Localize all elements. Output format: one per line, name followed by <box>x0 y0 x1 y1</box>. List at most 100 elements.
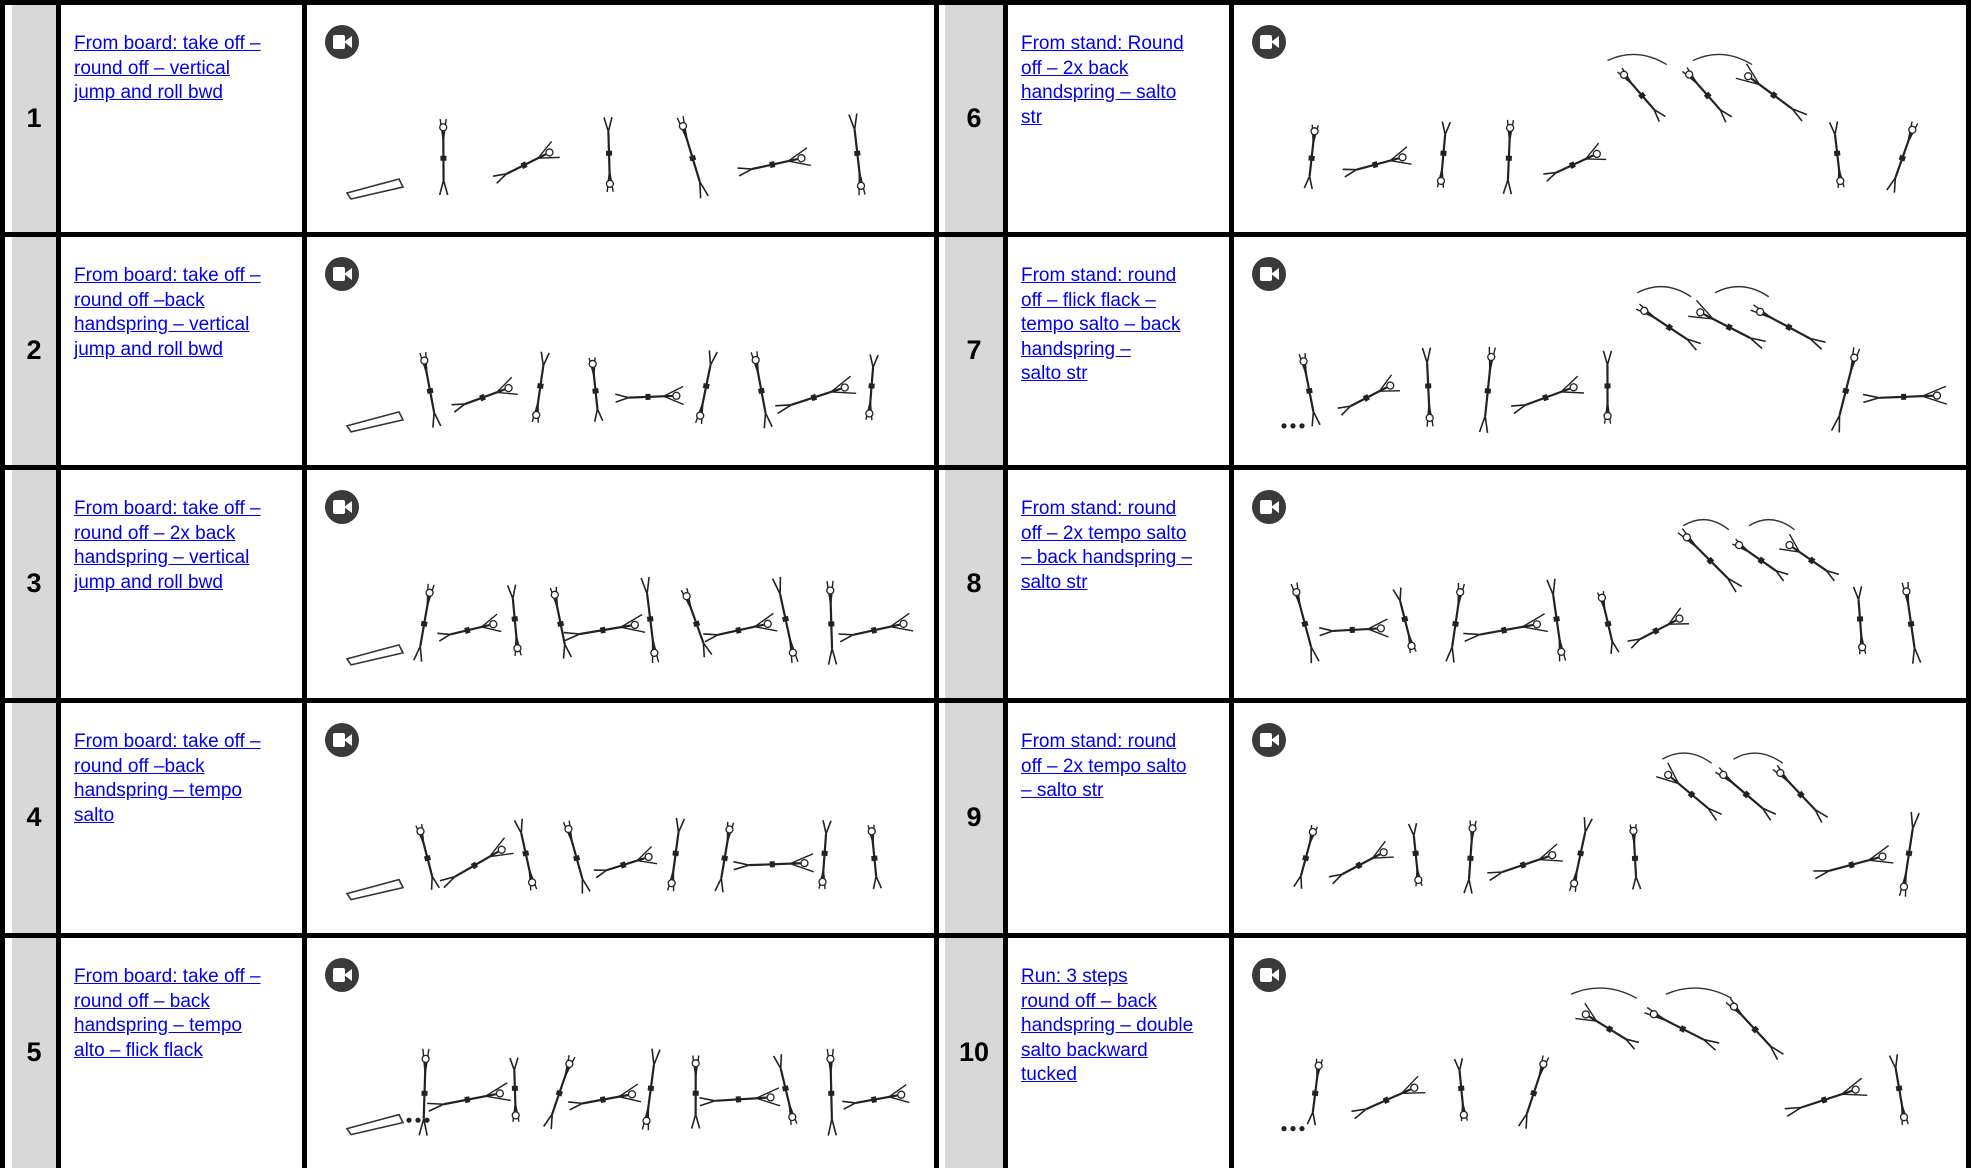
gymnast-figure <box>1828 121 1845 188</box>
video-camera-icon[interactable] <box>1252 257 1286 291</box>
skill-number: 1 <box>26 102 42 133</box>
skill-description-link[interactable]: From stand: round off – flick flack – te… <box>1021 265 1181 385</box>
springboard-drawing <box>345 643 405 666</box>
gymnast-figure <box>1862 385 1947 405</box>
table-vertical-rule <box>56 0 61 1168</box>
rotation-arrow <box>1748 519 1795 531</box>
rotation-arrow <box>1637 286 1692 298</box>
gymnast-figure <box>1421 347 1434 427</box>
gymnast-figure <box>415 824 440 890</box>
gymnast-figure <box>690 1055 701 1129</box>
gymnast-figure <box>848 113 866 196</box>
gymnast-figure <box>838 612 914 643</box>
gymnast-figure <box>549 586 573 659</box>
gymnast-figure <box>1575 1002 1640 1050</box>
gymnast-figure <box>1677 528 1743 593</box>
gymnast-figure <box>1629 824 1642 890</box>
gymnast-figure <box>775 375 857 415</box>
gymnast-figure <box>1644 1006 1720 1051</box>
video-camera-icon[interactable] <box>1252 958 1286 992</box>
gymnast-figure <box>1627 607 1690 649</box>
gymnast-figure <box>413 583 435 662</box>
video-camera-icon[interactable] <box>1252 490 1286 524</box>
gymnast-figure <box>699 1087 781 1107</box>
gymnast-figure <box>1445 583 1466 663</box>
gymnast-figure <box>1337 374 1400 416</box>
rotation-arrow <box>1714 286 1770 298</box>
video-camera-icon[interactable] <box>325 25 359 59</box>
gymnast-figure <box>1750 304 1826 350</box>
gymnast-figure <box>563 613 646 642</box>
gymnast-figure <box>509 1057 520 1122</box>
table-vertical-rule <box>1229 0 1234 1168</box>
video-camera-icon[interactable] <box>1252 25 1286 59</box>
table-horizontal-rule <box>0 232 1971 237</box>
gymnast-figure <box>593 846 658 879</box>
gymnast-figure <box>1886 121 1919 193</box>
gymnast-figure <box>1682 67 1733 123</box>
skill-number: 3 <box>26 568 42 598</box>
gymnast-figure <box>562 820 591 894</box>
skill-description-link[interactable]: From board: take off – round off –back h… <box>74 731 261 826</box>
gymnast-figure <box>1303 124 1319 190</box>
gymnast-figure <box>772 1054 798 1126</box>
gymnast-figure <box>1342 146 1412 178</box>
gymnast-figure <box>1688 299 1766 350</box>
skill-description-link[interactable]: Run: 3 steps round off – back handspring… <box>1021 966 1194 1086</box>
gymnast-figure <box>737 147 811 177</box>
gymnast-figure <box>750 351 773 429</box>
skill-description-link[interactable]: From board: take off – round off – 2x ba… <box>74 498 261 593</box>
row-number-cell <box>945 937 1003 1168</box>
skill-description-link[interactable]: From stand: round off – 2x tempo salto –… <box>1021 731 1187 802</box>
gymnast-figure <box>714 821 735 893</box>
skill-description-link[interactable]: From board: take off – round off – back … <box>74 966 261 1061</box>
gymnastics-sequence-illustration <box>345 1048 910 1136</box>
gymnast-figure <box>1772 764 1829 824</box>
table-horizontal-rule <box>0 933 1971 938</box>
skill-description-link[interactable]: From stand: Round off – 2x back handspri… <box>1021 33 1184 128</box>
skill-description-link[interactable]: From board: take off – round off – verti… <box>74 33 261 104</box>
gymnast-figure <box>427 1082 511 1112</box>
gymnastics-sequence-illustration <box>1281 286 1947 433</box>
video-camera-icon[interactable] <box>325 958 359 992</box>
rotation-arrow <box>1570 987 1638 999</box>
rotation-arrow <box>1607 53 1667 66</box>
skill-number: 2 <box>26 335 42 365</box>
gymnast-figure <box>1290 582 1320 664</box>
springboard-drawing <box>345 410 405 433</box>
gymnast-figure <box>680 587 713 658</box>
video-camera-icon[interactable] <box>325 723 359 757</box>
gymnast-figure <box>1901 581 1922 664</box>
continuation-dot <box>1281 1126 1287 1132</box>
skill-description-link[interactable]: From board: take off – round off –back h… <box>74 265 261 360</box>
table-vertical-rule <box>1966 0 1971 1168</box>
skill-description-link[interactable]: From stand: round off – 2x tempo salto –… <box>1021 498 1193 593</box>
table-vertical-rule <box>934 0 939 1168</box>
video-camera-icon[interactable] <box>1252 723 1286 757</box>
gymnast-figure <box>1487 843 1563 882</box>
springboard-drawing <box>345 178 405 200</box>
row-number-cell <box>945 4 1003 232</box>
video-camera-icon[interactable] <box>325 257 359 291</box>
gymnast-figure <box>733 853 814 873</box>
continuation-dot <box>1290 423 1296 429</box>
continuation-dot <box>1281 423 1287 429</box>
gymnast-figure <box>695 350 718 425</box>
gymnast-figure <box>867 824 883 890</box>
gymnast-figure <box>438 118 449 196</box>
continuation-dot <box>1299 1126 1305 1132</box>
gymnast-figure <box>1436 121 1452 188</box>
gymnast-figure <box>640 576 660 663</box>
table-vertical-rule <box>1003 0 1008 1168</box>
gymnast-figure <box>615 385 684 406</box>
video-camera-icon[interactable] <box>325 490 359 524</box>
skill-number: 9 <box>966 802 982 832</box>
row-number-cell <box>12 937 56 1168</box>
gymnast-figure <box>1298 353 1321 427</box>
gymnast-figure <box>1517 1055 1550 1129</box>
gymnast-figure <box>1617 67 1666 122</box>
gymnast-figure <box>666 817 686 892</box>
gymnastics-sequence-illustration <box>1290 519 1922 664</box>
gymnast-figure <box>1898 811 1920 897</box>
